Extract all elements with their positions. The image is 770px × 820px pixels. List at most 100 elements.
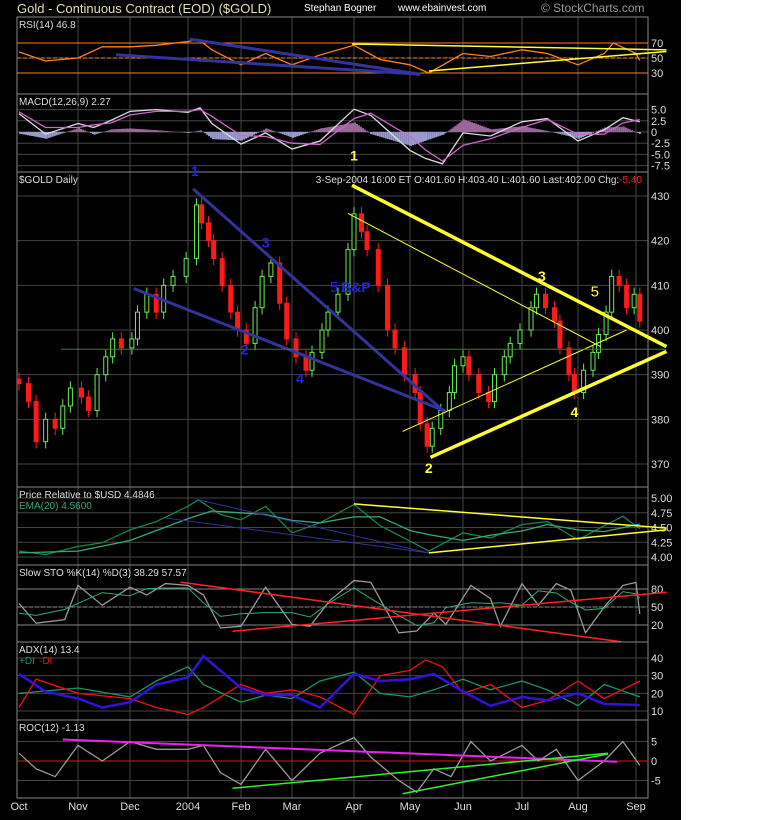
y-tick-label: 5.00 xyxy=(651,493,672,505)
histogram-bar xyxy=(166,131,169,132)
histogram-bar xyxy=(186,132,189,133)
candle-body xyxy=(309,351,315,371)
histogram-bar xyxy=(300,132,302,136)
copyright-label: © StockCharts.com xyxy=(541,1,645,15)
candle-body xyxy=(466,356,472,376)
histogram-bar xyxy=(294,132,296,138)
candle-body xyxy=(476,374,482,394)
histogram-bar xyxy=(283,132,286,135)
histogram-bar xyxy=(292,132,294,138)
histogram-bar xyxy=(561,132,564,135)
trendline xyxy=(232,752,609,790)
candle-body xyxy=(110,338,116,358)
x-tick-label: Mar xyxy=(283,801,302,813)
histogram-bar xyxy=(400,132,403,144)
author-label: Stephan Bogner xyxy=(304,3,377,14)
histogram-bar xyxy=(51,132,54,137)
histogram-bar xyxy=(80,128,82,132)
histogram-bar xyxy=(25,132,27,135)
histogram-bar xyxy=(144,129,146,132)
trendline xyxy=(428,529,667,554)
histogram-bar xyxy=(575,132,578,139)
histogram-bar xyxy=(112,129,115,132)
histogram-bar xyxy=(483,126,485,132)
histogram-bar xyxy=(638,132,641,134)
candle-body xyxy=(491,374,497,402)
y-tick-label: 420 xyxy=(651,236,669,248)
x-tick-label: Oct xyxy=(10,801,27,813)
histogram-bar xyxy=(170,131,173,132)
series-line-macd xyxy=(18,107,640,165)
candle-body xyxy=(609,275,615,313)
candle-body xyxy=(293,338,299,358)
candle-body xyxy=(401,347,407,376)
histogram-bar xyxy=(388,132,391,140)
candle-body xyxy=(566,347,572,376)
series-line-ema-20- xyxy=(18,510,640,554)
histogram-bar xyxy=(536,128,538,132)
histogram-bar xyxy=(616,126,619,132)
histogram-bar xyxy=(233,132,236,141)
histogram-bar xyxy=(465,120,467,132)
y-tick-label: 70 xyxy=(651,38,663,50)
histogram-bar xyxy=(71,130,74,132)
candle-body xyxy=(417,392,423,425)
candle-body xyxy=(26,383,32,402)
histogram-bar xyxy=(384,132,387,139)
candle-body xyxy=(486,392,492,402)
histogram-bar xyxy=(386,132,389,139)
histogram-bar xyxy=(404,132,407,145)
histogram-bar xyxy=(364,129,366,132)
candle-body xyxy=(194,204,200,260)
candle-body xyxy=(460,356,466,367)
candle-body xyxy=(199,204,205,224)
histogram-bar xyxy=(198,130,200,132)
histogram-bar xyxy=(356,123,358,132)
y-tick-label: 30 xyxy=(651,68,663,80)
histogram-bar xyxy=(439,132,442,136)
candle-body xyxy=(603,311,609,335)
histogram-bar xyxy=(148,129,150,132)
candle-body xyxy=(542,293,548,309)
candle-body xyxy=(60,405,66,429)
histogram-bar xyxy=(444,132,447,134)
panel-macd: 5.02.50-2.5-5.0-7.5 MACD(12,26,9) 2.27 xyxy=(16,93,670,173)
candle-body xyxy=(557,320,563,349)
quote-part: Chg: xyxy=(598,175,619,186)
histogram-bar xyxy=(27,132,29,136)
histogram-bar xyxy=(328,127,330,132)
panel-border xyxy=(16,93,649,173)
histogram-bar xyxy=(588,132,590,135)
quote-part: ET xyxy=(399,175,414,186)
candle-body xyxy=(335,293,341,313)
candle-body xyxy=(358,213,364,233)
histogram-bar xyxy=(322,128,324,132)
histogram-bar xyxy=(410,132,412,146)
plot-area xyxy=(18,579,667,642)
candle-body xyxy=(228,284,234,313)
candle-body xyxy=(319,329,325,353)
wave-label: B&P xyxy=(341,279,371,295)
histogram-bar xyxy=(422,132,424,142)
histogram-bar xyxy=(55,132,58,136)
panel-label: MACD(12,26,9) 2.27 xyxy=(19,97,111,108)
histogram-bar xyxy=(448,130,451,132)
y-tick-label: 5 xyxy=(651,737,657,749)
candle-body xyxy=(33,400,39,443)
candle-body xyxy=(375,249,381,286)
candle-body xyxy=(507,342,513,358)
histogram-bar xyxy=(553,132,556,133)
wave-label: 3 xyxy=(538,268,546,284)
series-line--di xyxy=(18,666,641,707)
candle-body xyxy=(17,378,22,385)
candle-body xyxy=(259,275,265,309)
histogram-bar xyxy=(267,129,270,132)
y-tick-label: 4.25 xyxy=(651,537,672,549)
histogram-bar xyxy=(105,130,108,132)
trendline xyxy=(351,183,668,349)
histogram-bar xyxy=(134,128,136,132)
histogram-bar xyxy=(475,123,477,132)
histogram-bar xyxy=(188,132,190,133)
histogram-bar xyxy=(21,132,23,135)
histogram-bar xyxy=(196,131,198,132)
